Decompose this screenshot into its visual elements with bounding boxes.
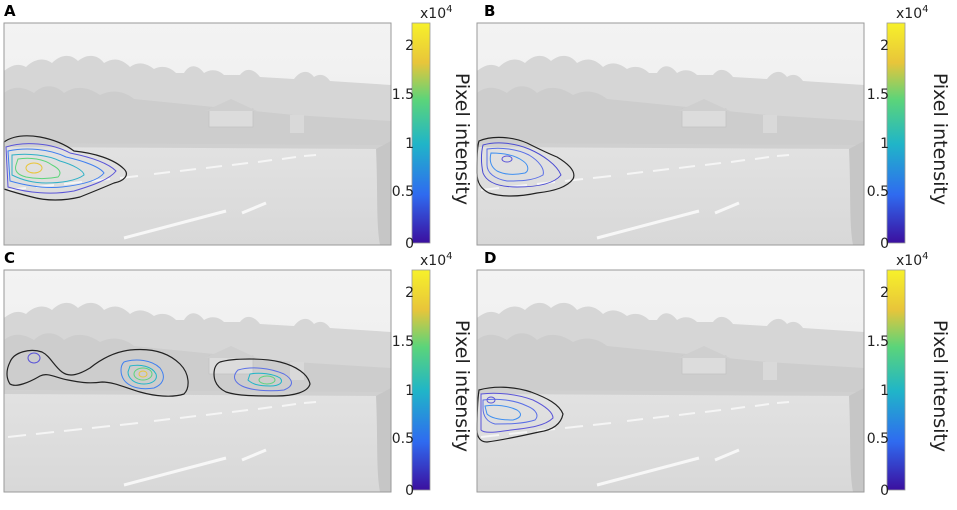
colorbar-exponent-power: 4 [922, 251, 928, 262]
panel-a [2, 21, 393, 247]
colorbar-ticks: 0 0.5 1 1.5 2 [392, 38, 414, 252]
contour-group [476, 386, 564, 443]
contour-line [7, 148, 105, 188]
colorbar-tick-label: 1.5 [392, 87, 414, 103]
panel-letter: C [4, 249, 15, 267]
colorbar-scale [411, 22, 431, 244]
colorbar-label: Pixel intensity [929, 73, 951, 205]
colorbar-exponent-power: 4 [922, 4, 928, 15]
colorbar-tick-label: 1.5 [867, 87, 889, 103]
panel-letter: A [4, 2, 16, 20]
colorbar-ticks: 0 0.5 1 1.5 2 [392, 285, 414, 499]
contour-line [480, 392, 554, 433]
contour-line [133, 367, 153, 381]
contour-line [138, 370, 148, 378]
contour-line [120, 359, 164, 390]
colorbar-ticks: 0 0.5 1 1.5 2 [867, 38, 889, 252]
colorbar-tick-label: 0.5 [867, 184, 889, 200]
contour-line [27, 352, 41, 364]
contour-line [234, 367, 292, 392]
panel-letter: D [484, 249, 496, 267]
colorbar-tick-label: 0 [405, 236, 414, 252]
road-scene-image [2, 21, 393, 247]
image-frame [476, 22, 865, 246]
contour-line [489, 152, 529, 175]
colorbar-tick-label: 0 [880, 236, 889, 252]
contour-group [6, 348, 311, 397]
road-scene-image [475, 268, 866, 494]
colorbar: 0 0.5 1 1.5 2 x104 Pixel intensity [867, 251, 951, 499]
road-scene-image [2, 268, 393, 494]
colorbar-tick-label: 2 [880, 38, 889, 54]
contour-line [11, 153, 85, 184]
contour-line [25, 162, 43, 174]
contour-line [484, 404, 521, 421]
colorbar-exponent: x104 [420, 251, 452, 269]
colorbar-exponent-base: x10 [420, 6, 446, 22]
contour-line [501, 155, 513, 163]
colorbar-exponent-power: 4 [446, 251, 452, 262]
contour-line [5, 143, 117, 194]
colorbar: 0 0.5 1 1.5 2 x104 Pixel intensity [867, 4, 951, 252]
colorbar-tick-label: 0.5 [392, 184, 414, 200]
colorbar-exponent-base: x10 [420, 253, 446, 269]
road-scene-image [475, 21, 866, 247]
contour-line [15, 157, 61, 179]
panel-b [475, 21, 866, 247]
contour-line [486, 147, 544, 182]
colorbar-exponent: x104 [896, 4, 928, 22]
colorbar-tick-label: 2 [405, 38, 414, 54]
region-outline [3, 135, 127, 201]
colorbar-label: Pixel intensity [451, 320, 473, 452]
colorbar-exponent: x104 [896, 251, 928, 269]
colorbar-tick-label: 0.5 [867, 431, 889, 447]
colorbar-tick-label: 0 [880, 483, 889, 499]
colorbar-tick-label: 0 [405, 483, 414, 499]
colorbar-tick-label: 1 [405, 136, 414, 152]
colorbar-label: Pixel intensity [451, 73, 473, 205]
colorbar-exponent-base: x10 [896, 253, 922, 269]
contour-line [247, 372, 283, 387]
colorbar-tick-label: 2 [880, 285, 889, 301]
colorbar-exponent-power: 4 [446, 4, 452, 15]
colorbar-exponent: x104 [420, 4, 452, 22]
contour-line [258, 375, 276, 385]
region-outline [213, 358, 311, 397]
colorbar-tick-label: 2 [405, 285, 414, 301]
colorbar-exponent-base: x10 [896, 6, 922, 22]
colorbar-tick-label: 1 [880, 136, 889, 152]
image-frame [3, 269, 392, 493]
colorbar-tick-label: 1 [405, 383, 414, 399]
contour-line [481, 142, 562, 188]
contour-line [127, 364, 157, 385]
image-frame [476, 269, 865, 493]
colorbar-scale [886, 22, 906, 244]
contour-line [486, 396, 496, 404]
colorbar: 0 0.5 1 1.5 2 x104 Pixel intensity [392, 4, 473, 252]
region-outline [6, 348, 189, 397]
colorbar-tick-label: 1.5 [392, 334, 414, 350]
panel-letter: B [484, 2, 495, 20]
contour-group [3, 135, 127, 201]
image-frame [3, 22, 392, 246]
colorbar-tick-label: 1 [880, 383, 889, 399]
colorbar-ticks: 0 0.5 1 1.5 2 [867, 285, 889, 499]
colorbar: 0 0.5 1 1.5 2 x104 Pixel intensity [392, 251, 473, 499]
colorbar-tick-label: 1.5 [867, 334, 889, 350]
colorbar-scale [886, 269, 906, 491]
colorbar-scale [411, 269, 431, 491]
colorbar-label: Pixel intensity [929, 320, 951, 452]
contour-line [482, 398, 538, 425]
panel-c [2, 268, 393, 494]
colorbar-tick-label: 0.5 [392, 431, 414, 447]
panel-d [475, 268, 866, 494]
